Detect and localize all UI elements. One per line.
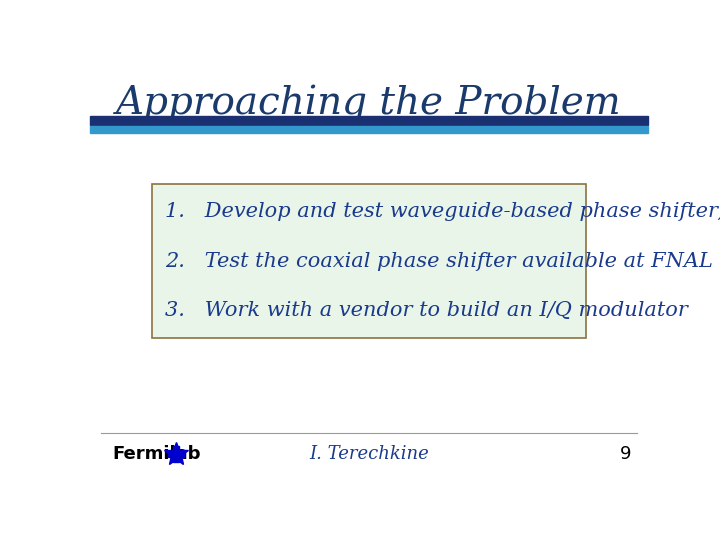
Text: 3.   Work with a vendor to build an I/Q modulator: 3. Work with a vendor to build an I/Q mo… bbox=[166, 301, 688, 320]
FancyBboxPatch shape bbox=[152, 184, 586, 338]
Text: Approaching the Problem: Approaching the Problem bbox=[116, 85, 622, 123]
Text: 9: 9 bbox=[620, 444, 631, 463]
Text: 2.   Test the coaxial phase shifter available at FNAL: 2. Test the coaxial phase shifter availa… bbox=[166, 252, 714, 271]
Text: I. Terechkine: I. Terechkine bbox=[309, 444, 429, 463]
Bar bbox=[90, 116, 648, 125]
Text: Fermilab: Fermilab bbox=[112, 444, 201, 463]
Text: 1.   Develop and test waveguide-based phase shifter;: 1. Develop and test waveguide-based phas… bbox=[166, 201, 720, 221]
Bar bbox=[90, 126, 648, 133]
